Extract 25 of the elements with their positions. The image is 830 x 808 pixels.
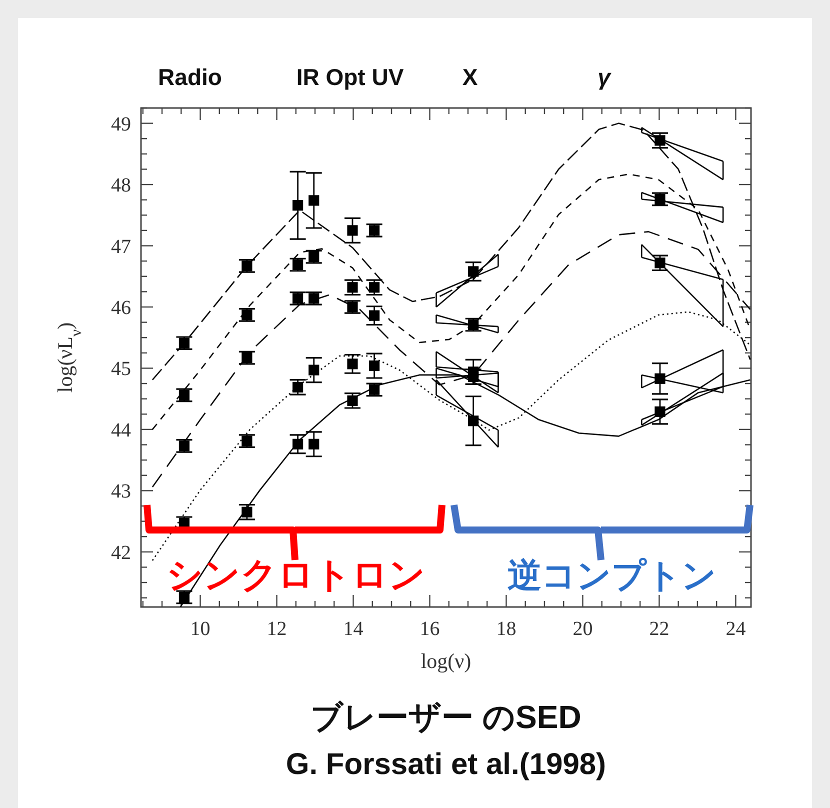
x-tick-label: 16 [420, 618, 440, 640]
text: IR Opt UV [296, 64, 404, 90]
y-tick-label: 48 [111, 174, 131, 197]
text: γ [598, 64, 612, 90]
text: X [462, 64, 478, 90]
x-tick-label: 14 [343, 618, 364, 640]
text: G. Forssati et al.(1998) [286, 748, 606, 781]
annotation: シンクロトロン [166, 554, 426, 595]
x-axis-title: log(ν) [420, 649, 472, 673]
x-tick-label: 20 [572, 618, 593, 640]
annotation: 逆コンプトン [508, 557, 716, 595]
x-tick-label: 22 [649, 618, 670, 640]
x-tick-label: 12 [266, 618, 287, 640]
y-tick-label: 46 [111, 296, 131, 319]
y-tick-label: 49 [111, 113, 131, 136]
text: Radio [158, 64, 222, 90]
y-tick-label: 43 [111, 480, 131, 503]
y-tick-label: 44 [111, 419, 131, 442]
y-tick-label: 42 [111, 542, 131, 564]
x-tick-label: 18 [496, 618, 516, 640]
x-tick-label: 10 [190, 618, 210, 640]
text: ブレーザー のSED [310, 699, 582, 735]
x-tick-label: 24 [726, 618, 746, 640]
y-tick-label: 45 [111, 358, 131, 380]
y-tick-label: 47 [111, 236, 131, 258]
